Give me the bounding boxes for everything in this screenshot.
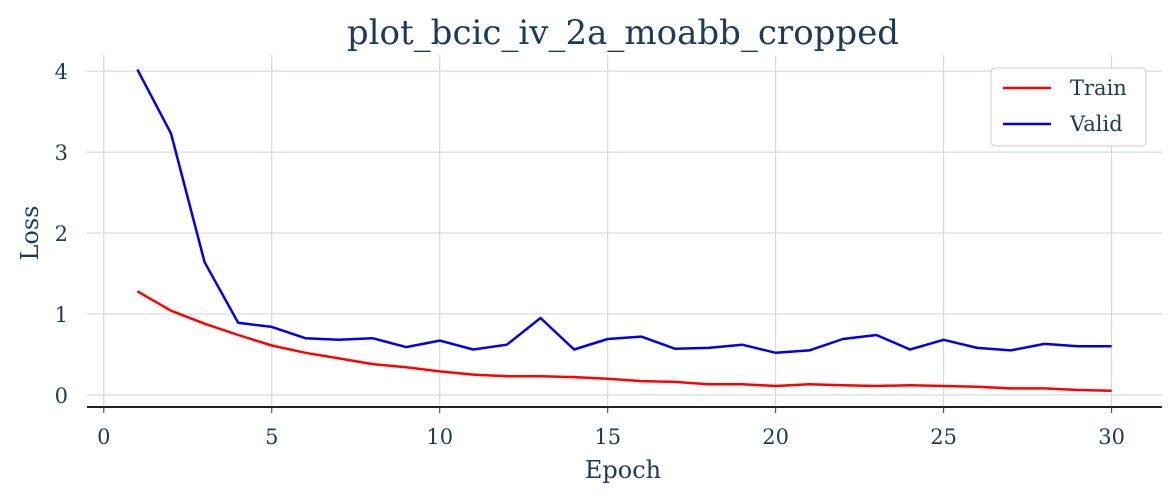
series-lines [136,69,1112,393]
legend-label-valid: Valid [1069,112,1123,136]
series-line-train [136,290,1112,393]
x-axis-ticks: 0 5 10 15 20 25 30 [97,407,1125,449]
y-axis-ticks: 0 1 2 3 4 [55,60,68,408]
y-axis-label: Loss [16,205,44,260]
x-tick-label: 20 [762,425,789,449]
y-tick-label: 0 [55,384,68,408]
chart-title: plot_bcic_iv_2a_moabb_cropped [347,13,899,53]
legend-label-train: Train [1070,76,1127,100]
y-tick-label: 3 [55,141,68,165]
x-tick-label: 30 [1098,425,1125,449]
x-tick-label: 0 [97,425,110,449]
series-line-valid [136,69,1112,355]
x-tick-label: 15 [594,425,621,449]
x-tick-label: 10 [426,425,453,449]
y-tick-label: 4 [55,60,68,84]
grid [87,55,1162,407]
x-axis-label: Epoch [585,456,661,484]
y-tick-label: 1 [55,303,68,327]
x-tick-label: 5 [265,425,278,449]
y-tick-label: 2 [55,222,68,246]
legend: Train Valid [990,67,1147,147]
x-tick-label: 25 [930,425,957,449]
